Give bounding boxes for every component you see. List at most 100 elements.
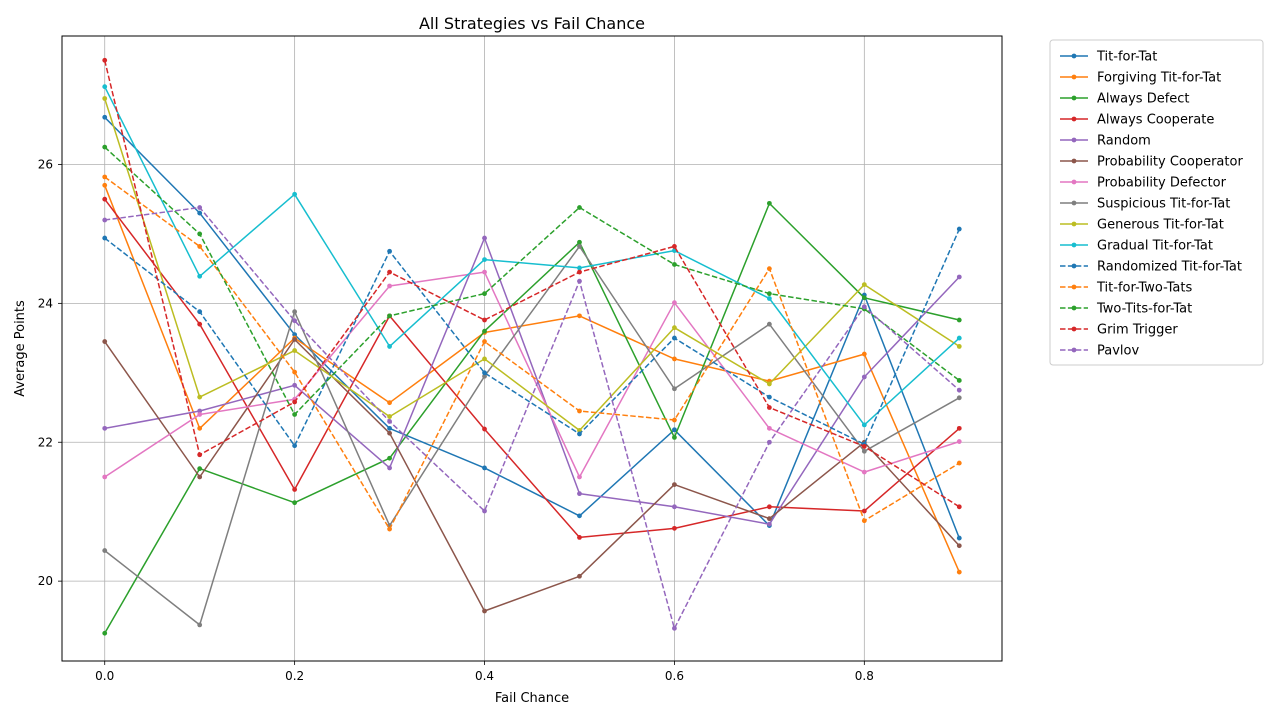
data-point: [102, 425, 108, 431]
data-point: [577, 573, 582, 579]
data-point: [102, 474, 108, 480]
data-point: [197, 425, 203, 431]
data-point: [482, 269, 487, 275]
data-point: [672, 482, 677, 488]
data-point: [956, 535, 962, 541]
data-point: [292, 369, 298, 375]
x-tick-label: 0.2: [285, 669, 304, 683]
legend-item: Suspicious Tit-for-Tat: [1060, 197, 1230, 212]
legend-marker: [1071, 305, 1077, 311]
legend-label: Two-Tits-for-Tat: [1096, 302, 1192, 317]
data-point: [861, 351, 867, 357]
y-tick-label: 26: [38, 157, 53, 171]
legend-marker: [1071, 242, 1077, 248]
series-line-tit-for-tat: [104, 116, 960, 539]
series-line-generous-tit-for-tat: [103, 98, 960, 432]
series-line-gradual-tit-for-tat: [104, 86, 960, 426]
data-point: [766, 321, 772, 327]
series-tit-for-two-tats: [102, 174, 962, 532]
data-point: [672, 356, 677, 362]
data-point: [577, 491, 582, 497]
data-point: [387, 425, 392, 431]
data-point: [482, 257, 487, 263]
data-point: [197, 244, 203, 249]
data-point: [197, 408, 203, 414]
data-point: [387, 526, 392, 532]
x-tick-label: 0.4: [475, 669, 494, 683]
legend-item: Pavlov: [1060, 344, 1139, 359]
legend-item: Grim Trigger: [1060, 323, 1178, 338]
legend-marker: [1071, 347, 1077, 353]
series-suspicious-tit-for-tat: [102, 244, 962, 628]
legend-label: Always Cooperate: [1097, 113, 1214, 128]
data-point: [672, 262, 677, 267]
plot-frame: [61, 35, 1003, 662]
legend-item: Forgiving Tit-for-Tat: [1060, 71, 1221, 86]
data-point: [197, 622, 203, 628]
y-tick-label: 22: [38, 435, 53, 449]
data-point: [102, 174, 108, 180]
data-point: [482, 608, 487, 614]
data-point: [577, 313, 582, 319]
y-axis-title: Average Points: [13, 300, 28, 397]
legend-marker: [1071, 326, 1077, 332]
series-line-probability-cooperator: [104, 338, 960, 612]
data-point: [197, 474, 203, 480]
data-point: [577, 205, 582, 210]
series-tit-for-tat: [102, 114, 962, 541]
legend-item: Probability Cooperator: [1060, 155, 1243, 170]
data-point: [197, 321, 203, 327]
data-point: [482, 328, 487, 334]
data-point: [861, 444, 867, 449]
data-point: [482, 317, 487, 323]
legend-item: Generous Tit-for-Tat: [1060, 218, 1224, 233]
legend-marker: [1071, 284, 1077, 290]
legend-marker: [1071, 137, 1077, 143]
data-point: [102, 57, 108, 63]
data-point: [861, 282, 867, 288]
data-point: [197, 394, 203, 400]
data-point: [672, 504, 677, 510]
data-point: [292, 487, 298, 492]
data-point: [672, 244, 677, 249]
series-randomized-tit-for-tat: [102, 226, 962, 449]
legend: Tit-for-Tat Forgiving Tit-for-Tat Always D…: [1049, 39, 1264, 366]
data-point: [292, 382, 298, 388]
data-point: [672, 525, 677, 531]
data-point: [292, 399, 298, 405]
data-point: [672, 300, 677, 306]
series-gradual-tit-for-tat: [102, 84, 962, 428]
legend-marker: [1071, 179, 1077, 185]
data-point: [766, 381, 772, 387]
legend-item: Probability Defector: [1060, 176, 1227, 191]
data-point: [102, 339, 108, 344]
data-point: [956, 425, 962, 431]
data-point: [482, 339, 487, 344]
legend-marker: [1071, 74, 1077, 80]
data-point: [102, 235, 108, 241]
data-point: [956, 378, 962, 383]
data-point: [956, 439, 962, 444]
data-point: [292, 337, 298, 342]
data-point: [577, 278, 582, 284]
legend-label: Forgiving Tit-for-Tat: [1097, 71, 1221, 86]
legend-item: Gradual Tit-for-Tat: [1060, 239, 1213, 254]
data-point: [956, 344, 962, 349]
data-point: [766, 266, 772, 272]
data-point: [577, 431, 582, 437]
data-point: [577, 244, 582, 249]
legend-label: Gradual Tit-for-Tat: [1097, 239, 1213, 254]
data-point: [102, 548, 108, 553]
data-point: [387, 283, 392, 289]
data-point: [577, 534, 582, 540]
chart-title: All Strategies vs Fail Chance: [419, 14, 645, 33]
data-point: [387, 313, 392, 319]
data-point: [387, 430, 392, 436]
data-point: [102, 196, 108, 202]
data-point: [197, 412, 203, 417]
legend-item: Randomized Tit-for-Tat: [1060, 260, 1242, 275]
data-point: [861, 518, 867, 524]
x-axis-title: Fail Chance: [495, 691, 569, 706]
data-point: [387, 465, 392, 471]
